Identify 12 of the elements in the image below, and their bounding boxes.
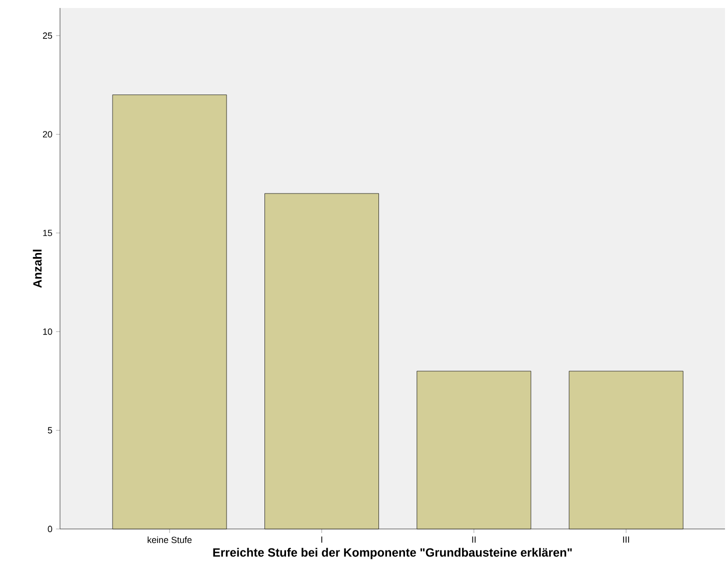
x-tick-label: keine Stufe <box>148 536 192 544</box>
y-tick-label: 0 <box>48 526 52 532</box>
x-tick-label: III <box>623 536 630 543</box>
y-tick-label: 10 <box>43 328 52 335</box>
x-tick-label: II <box>472 536 476 543</box>
y-tick-label: 25 <box>42 32 52 39</box>
x-axis-title: Erreichte Stufe bei der Komponente "Grundbausteine erklären" <box>213 548 572 560</box>
y-tick-label: 15 <box>43 230 52 236</box>
y-axis-title: Anzahl <box>32 250 42 288</box>
y-tick-label: 20 <box>42 131 52 138</box>
x-tick-label: I <box>321 536 322 543</box>
y-tick-label: 5 <box>48 427 52 434</box>
